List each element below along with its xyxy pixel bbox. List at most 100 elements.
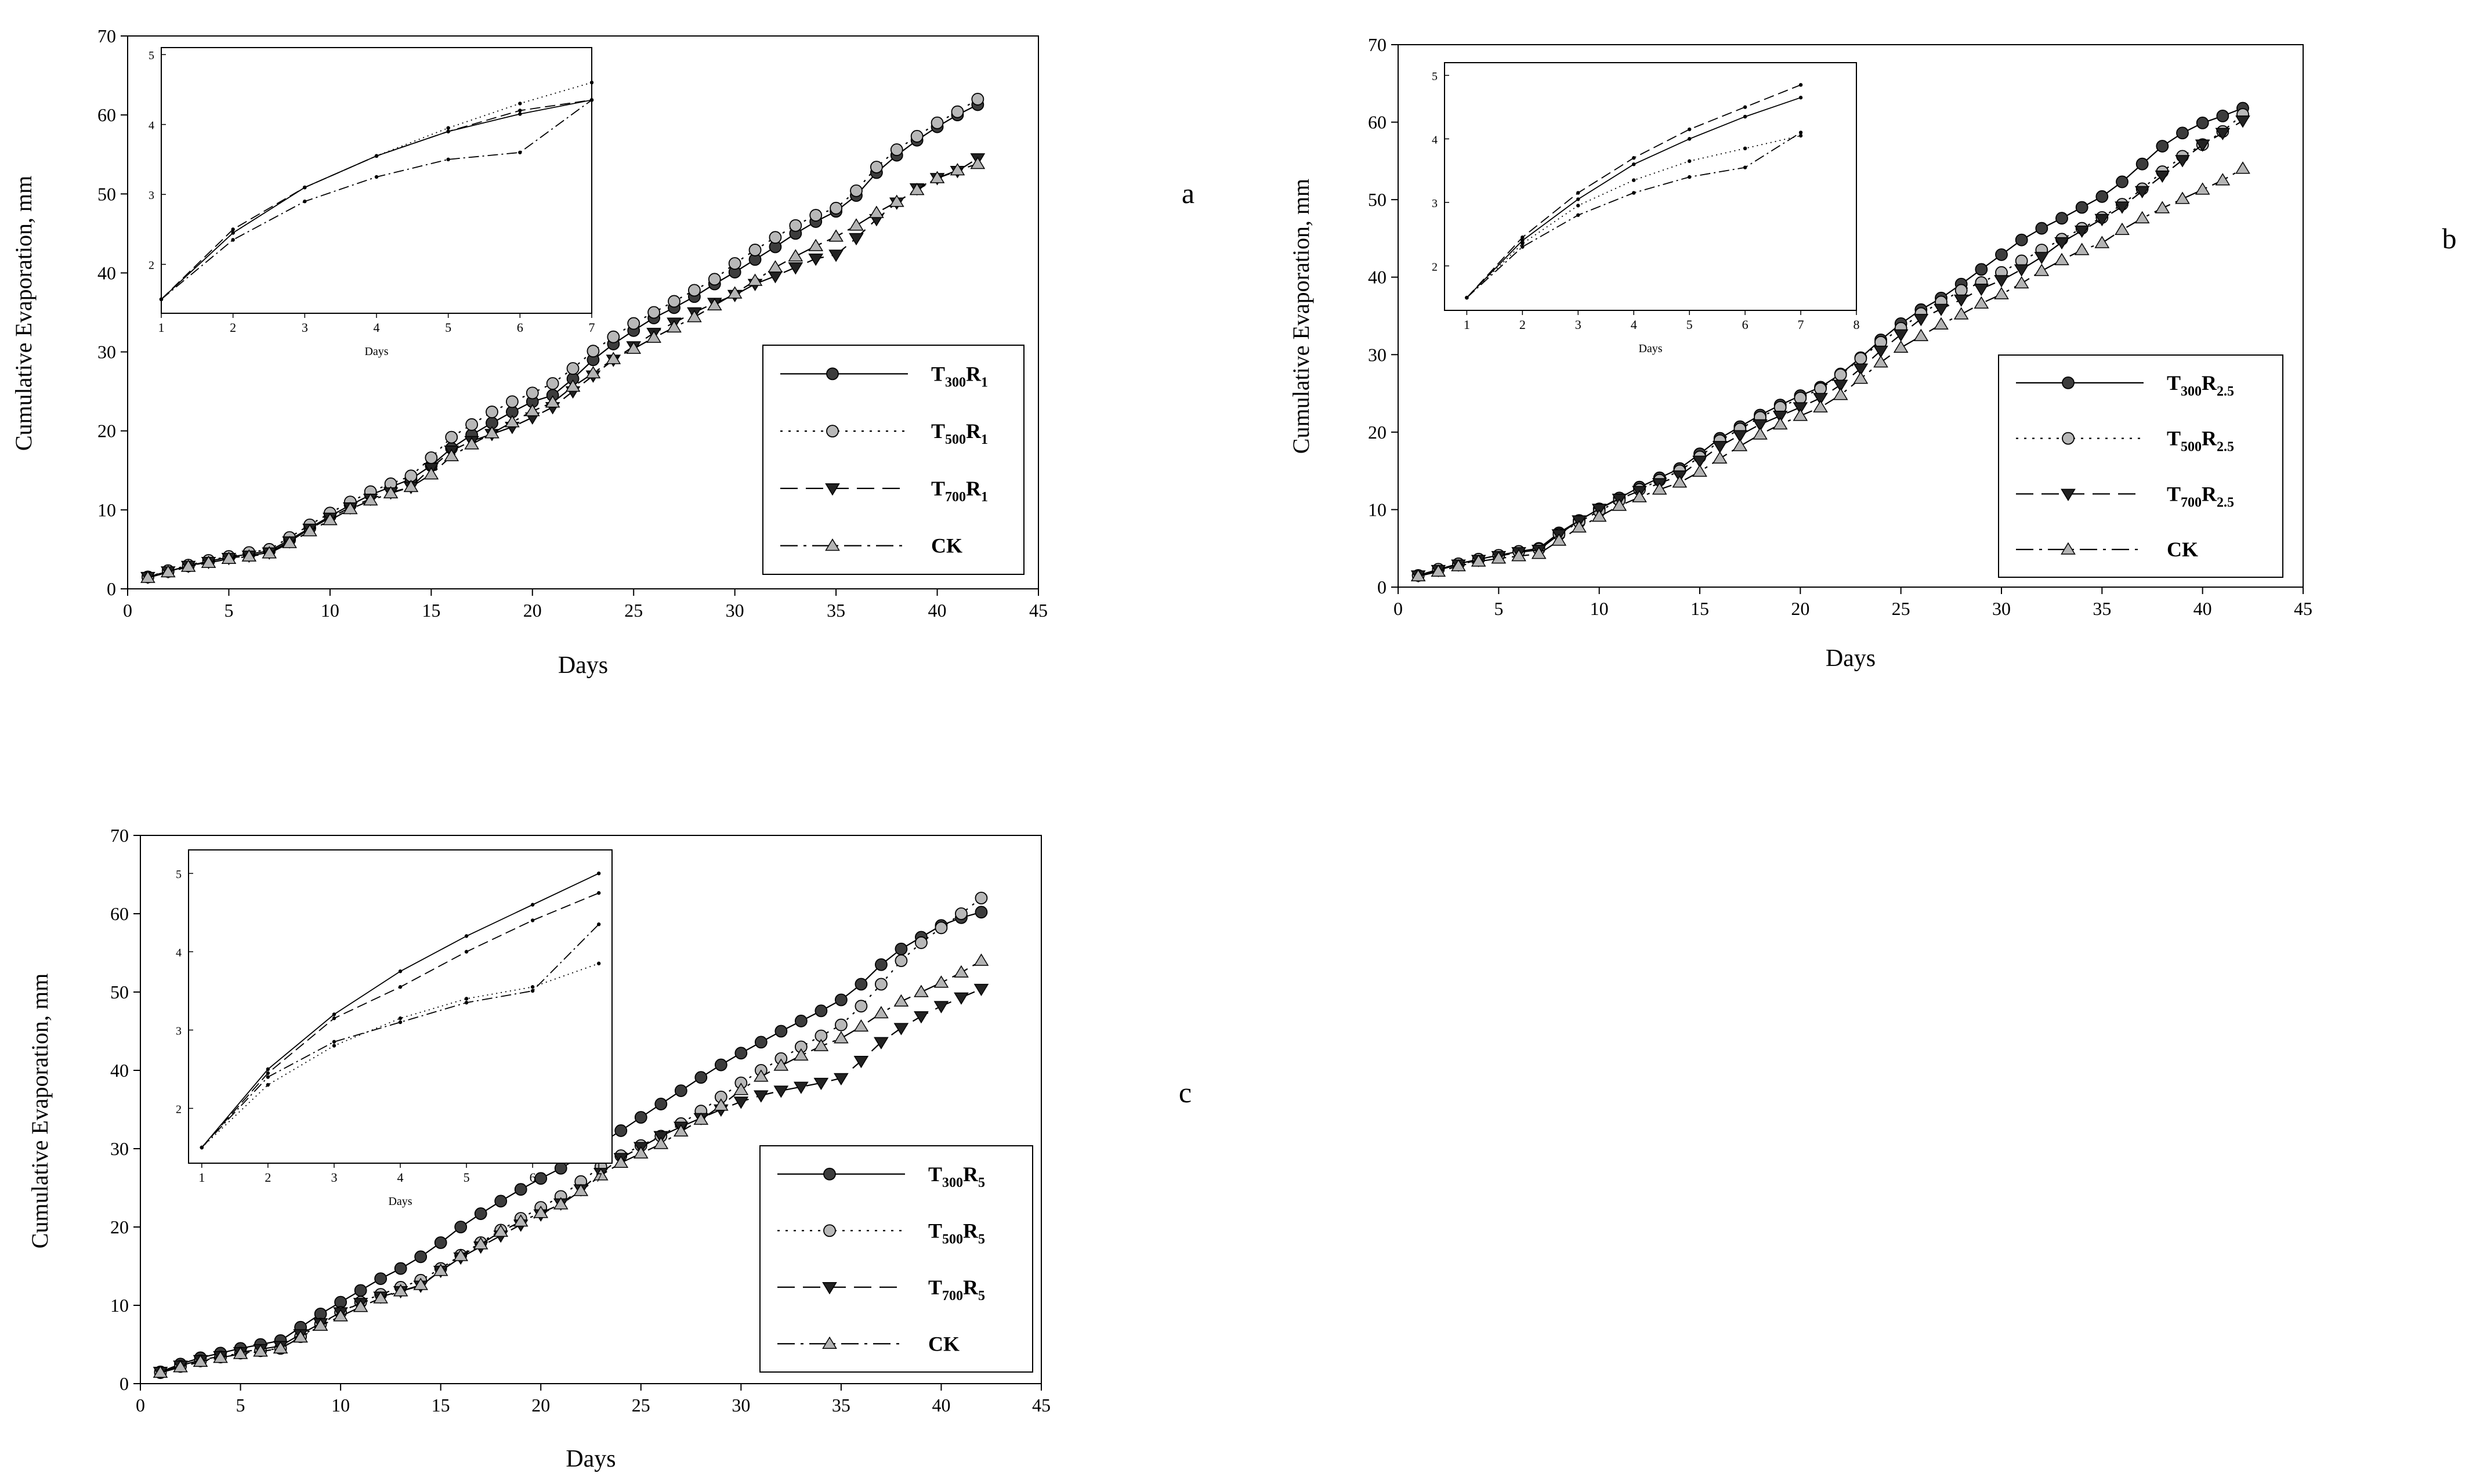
data-point — [2155, 201, 2170, 213]
inset-series-T300R5 — [200, 871, 601, 1150]
x-tick-label: 5 — [224, 600, 233, 621]
inset-data-point — [398, 1016, 403, 1020]
data-point — [714, 1058, 727, 1072]
y-tick-label: 70 — [97, 26, 116, 46]
data-point — [526, 386, 539, 400]
inset-data-point — [518, 108, 522, 113]
data-point — [768, 260, 783, 273]
legend-item: T500R2.5 — [2016, 427, 2234, 455]
legend-mid: R — [966, 419, 982, 443]
data-point — [634, 1111, 647, 1124]
data-point — [524, 404, 540, 417]
inset-x-tick-label: 7 — [596, 1170, 602, 1185]
data-point — [1652, 482, 1667, 495]
inset-x-tick-label: 5 — [445, 320, 451, 335]
data-point — [834, 1018, 848, 1031]
data-point — [2074, 225, 2090, 238]
y-tick-label: 20 — [110, 1217, 129, 1237]
inset-x-tick-label: 3 — [302, 320, 308, 335]
legend-marker — [825, 538, 840, 551]
legend-base: T — [931, 477, 945, 500]
y-tick-label: 70 — [110, 825, 129, 846]
data-point — [1954, 284, 1968, 297]
data-point — [1772, 417, 1788, 430]
inset-data-point — [518, 150, 522, 154]
legend-mid: R — [2202, 482, 2217, 505]
y-tick-label: 60 — [110, 903, 129, 924]
inset-data-point — [1632, 191, 1636, 195]
x-tick-label: 15 — [432, 1395, 450, 1416]
inset-data-point — [1798, 96, 1803, 100]
data-point — [1410, 569, 1426, 582]
data-point — [2034, 252, 2050, 265]
inset-data-point — [332, 1044, 336, 1048]
data-point — [587, 345, 600, 358]
legend-item: CK — [780, 534, 962, 558]
data-point — [910, 130, 924, 143]
data-point — [875, 978, 888, 991]
data-point — [425, 451, 438, 464]
x-tick-label: 40 — [2193, 598, 2212, 619]
data-point — [1994, 275, 2009, 288]
legend-mid: R — [963, 1276, 979, 1299]
legend-label: T700R1 — [931, 477, 988, 505]
data-point — [869, 205, 884, 218]
data-point — [2175, 191, 2190, 204]
data-point — [808, 254, 824, 266]
data-point — [754, 1090, 769, 1103]
data-point — [374, 1272, 388, 1286]
data-point — [769, 231, 782, 244]
y-tick-label: 50 — [97, 183, 116, 204]
data-point — [593, 1168, 609, 1181]
data-point — [393, 1284, 408, 1297]
legend-marker — [2061, 488, 2076, 501]
data-point — [484, 426, 499, 439]
data-point — [2235, 161, 2250, 174]
data-point — [2215, 173, 2231, 186]
inset-y-tick-label: 2 — [149, 259, 154, 272]
legend-sub: 500 — [2181, 440, 2202, 455]
panel-c: 0 5 10 15 20 25 30 35 40 45010203040506070DaysCum… — [27, 825, 1051, 1472]
x-tick-label: 25 — [632, 1395, 650, 1416]
legend-frame — [762, 345, 1025, 575]
data-point — [554, 1161, 567, 1175]
inset-data-point — [530, 989, 535, 993]
legend-sub: 5 — [978, 1288, 985, 1304]
data-point — [1974, 296, 1989, 309]
legend-sub: 2.5 — [2217, 440, 2234, 455]
data-point — [855, 1000, 868, 1013]
inset-data-point — [332, 1016, 336, 1020]
legend-label: CK — [2167, 538, 2198, 561]
data-point — [893, 994, 909, 1007]
data-point — [566, 362, 580, 375]
data-point — [1712, 451, 1728, 464]
x-tick-label: 45 — [1032, 1395, 1051, 1416]
inset-x-tick-label: 7 — [1798, 317, 1804, 332]
data-point — [694, 1071, 708, 1084]
data-point — [493, 1224, 509, 1237]
legend-sub: 500 — [942, 1232, 963, 1247]
y-tick-label: 10 — [110, 1295, 129, 1316]
inset-data-point — [1632, 162, 1636, 167]
data-point — [1672, 475, 1688, 488]
data-point — [434, 1236, 447, 1249]
legend-marker — [826, 367, 839, 381]
legend-base: T — [2167, 427, 2181, 450]
inset-data-point — [530, 918, 535, 922]
data-point — [734, 1047, 748, 1060]
data-point — [1814, 382, 1827, 395]
data-point — [1833, 388, 1848, 400]
legend-item: T300R5 — [777, 1163, 985, 1190]
data-point — [606, 352, 621, 364]
x-tick-label: 25 — [624, 600, 643, 621]
y-tick-label: 50 — [110, 982, 129, 1002]
series-CK — [1410, 161, 2250, 582]
data-point — [1551, 533, 1567, 546]
legend-base: CK — [2167, 538, 2198, 561]
inset-x-tick-label: 8 — [1854, 317, 1860, 332]
legend-sub: 1 — [981, 375, 988, 390]
panel-label: c — [1179, 1076, 1192, 1109]
data-point — [505, 415, 520, 428]
